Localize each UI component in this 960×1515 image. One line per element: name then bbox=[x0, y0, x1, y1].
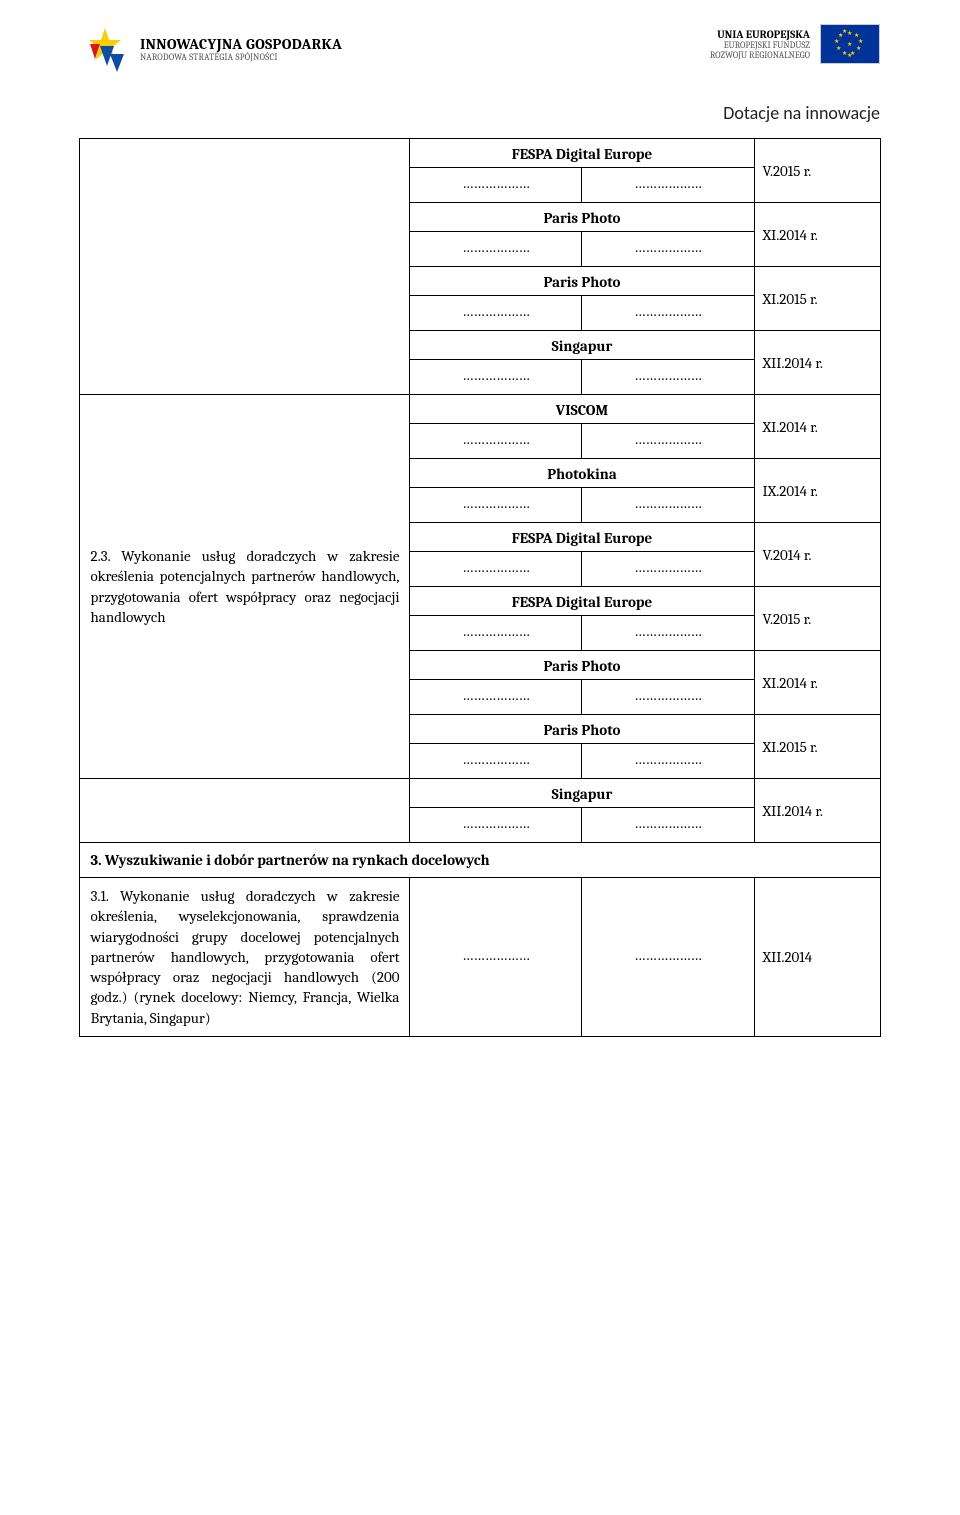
ue-title: UNIA EUROPEJSKA bbox=[717, 28, 810, 41]
dots: ……………… bbox=[582, 744, 754, 779]
ue-sub2: ROZWOJU REGIONALNEGO bbox=[710, 51, 810, 61]
tagline: Dotacje na innowacje bbox=[0, 82, 960, 138]
event-title: Singapur bbox=[410, 779, 754, 808]
dots: ……………… bbox=[582, 616, 754, 651]
ig-logo-icon bbox=[80, 24, 130, 74]
dots: ……………… bbox=[410, 232, 582, 267]
dots: ……………… bbox=[410, 488, 582, 523]
event-date: XI.2014 r. bbox=[754, 651, 880, 715]
eu-flag-icon: ★ ★ ★ ★ ★ ★ ★ ★ ★ ★ ★ ★ bbox=[820, 24, 880, 64]
dots: ……………… bbox=[582, 296, 754, 331]
logo-ue: UNIA EUROPEJSKA EUROPEJSKI FUNDUSZ ROZWO… bbox=[710, 24, 880, 64]
task-31-desc: 3.1. Wykonanie usług doradczych w zakres… bbox=[80, 878, 410, 1037]
event-date: XII.2014 r. bbox=[754, 779, 880, 843]
event-title: FESPA Digital Europe bbox=[410, 523, 754, 552]
dots: ……………… bbox=[582, 168, 754, 203]
event-date: V.2015 r. bbox=[754, 139, 880, 203]
logo-innowacyjna: INNOWACYJNA GOSPODARKA NARODOWA STRATEGI… bbox=[80, 24, 342, 74]
page-header: INNOWACYJNA GOSPODARKA NARODOWA STRATEGI… bbox=[0, 0, 960, 82]
dots: ……………… bbox=[582, 552, 754, 587]
ue-text: UNIA EUROPEJSKA EUROPEJSKI FUNDUSZ ROZWO… bbox=[710, 28, 810, 61]
ig-title: INNOWACYJNA GOSPODARKA bbox=[140, 35, 342, 53]
ig-logo-text: INNOWACYJNA GOSPODARKA NARODOWA STRATEGI… bbox=[140, 35, 342, 63]
event-title: Singapur bbox=[410, 331, 754, 360]
dots: ……………… bbox=[582, 680, 754, 715]
table-left-cell-top bbox=[80, 139, 410, 395]
event-title: FESPA Digital Europe bbox=[410, 139, 754, 168]
task-23-desc: 2.3. Wykonanie usług doradczych w zakres… bbox=[80, 395, 410, 779]
event-title: Paris Photo bbox=[410, 203, 754, 232]
event-date: V.2015 r. bbox=[754, 587, 880, 651]
dots: ……………… bbox=[582, 232, 754, 267]
event-date: V.2014 r. bbox=[754, 523, 880, 587]
dots: ……………… bbox=[410, 552, 582, 587]
ue-sub1: EUROPEJSKI FUNDUSZ bbox=[724, 41, 810, 51]
section-3-heading: 3. Wyszukiwanie i dobór partnerów na ryn… bbox=[80, 843, 880, 878]
event-date: XII.2014 r. bbox=[754, 331, 880, 395]
table-left-cell-singapur bbox=[80, 779, 410, 843]
main-table: FESPA Digital Europe V.2015 r. ……………… ……… bbox=[79, 138, 880, 1037]
dots: ……………… bbox=[410, 296, 582, 331]
dots: ……………… bbox=[410, 744, 582, 779]
event-date: XI.2015 r. bbox=[754, 267, 880, 331]
dots: ……………… bbox=[410, 616, 582, 651]
ig-subtitle: NARODOWA STRATEGIA SPÓJNOŚCI bbox=[140, 53, 342, 63]
dots: ……………… bbox=[582, 878, 754, 1037]
dots: ……………… bbox=[582, 808, 754, 843]
dots: ……………… bbox=[410, 808, 582, 843]
dots: ……………… bbox=[582, 360, 754, 395]
dots: ……………… bbox=[410, 878, 582, 1037]
dots: ……………… bbox=[582, 424, 754, 459]
dots: ……………… bbox=[410, 424, 582, 459]
event-date: XI.2015 r. bbox=[754, 715, 880, 779]
event-title: Paris Photo bbox=[410, 715, 754, 744]
event-title: Paris Photo bbox=[410, 267, 754, 296]
dots: ……………… bbox=[410, 680, 582, 715]
event-title: Photokina bbox=[410, 459, 754, 488]
dots: ……………… bbox=[410, 360, 582, 395]
event-date: XI.2014 r. bbox=[754, 395, 880, 459]
event-date: XI.2014 r. bbox=[754, 203, 880, 267]
event-date: IX.2014 r. bbox=[754, 459, 880, 523]
event-title: Paris Photo bbox=[410, 651, 754, 680]
event-title: VISCOM bbox=[410, 395, 754, 424]
event-title: FESPA Digital Europe bbox=[410, 587, 754, 616]
dots: ……………… bbox=[410, 168, 582, 203]
dots: ……………… bbox=[582, 488, 754, 523]
task-31-date: XII.2014 bbox=[754, 878, 880, 1037]
